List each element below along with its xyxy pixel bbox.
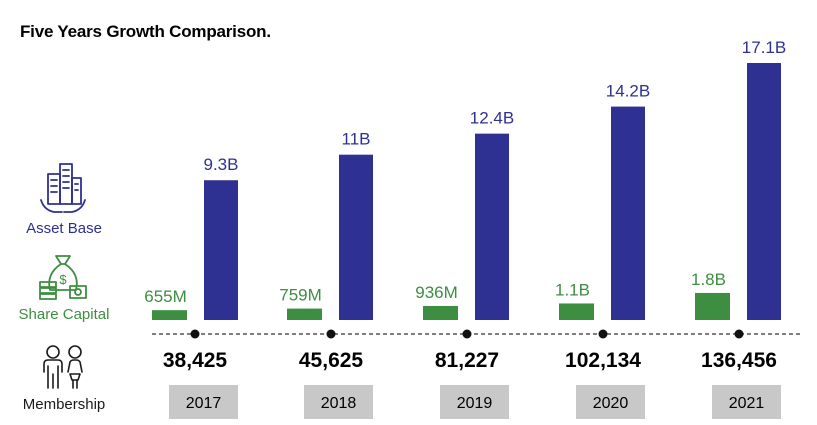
asset-base-value-label: 9.3B: [204, 155, 239, 174]
year-box: [304, 385, 373, 419]
people-icon: [43, 345, 83, 389]
share-capital-value-label: 1.1B: [555, 280, 590, 299]
membership-value-label: 102,134: [565, 349, 641, 372]
share-capital-value-label: 655M: [144, 287, 187, 306]
legend-share-capital: Share Capital: [18, 306, 110, 323]
legend-membership: Membership: [22, 396, 106, 413]
asset-base-bar: [611, 106, 645, 320]
year-box: [169, 385, 238, 419]
year-marker-dot: [462, 329, 472, 339]
asset-base-bar: [204, 180, 238, 320]
year-tick-label: 2017: [186, 395, 222, 412]
share-capital-bar: [423, 305, 458, 320]
year-box: [576, 385, 645, 419]
year-tick-label: 2021: [729, 395, 765, 412]
year-box: [712, 385, 781, 419]
share-capital-bar: [152, 310, 187, 320]
svg-text:$: $: [59, 272, 67, 287]
share-capital-value-label: 936M: [415, 283, 458, 302]
membership-value-label: 81,227: [435, 349, 499, 372]
buildings-in-hands-icon: [40, 163, 86, 213]
year-marker-dot: [326, 329, 336, 339]
year-marker-dot: [734, 329, 744, 339]
money-bag-and-cash-icon: $: [39, 255, 87, 300]
membership-value-label: 38,425: [163, 349, 228, 372]
year-tick-label: 2019: [457, 395, 493, 412]
year-box: [440, 385, 509, 419]
asset-base-value-label: 11B: [342, 130, 371, 149]
membership-value-label: 45,625: [299, 349, 364, 372]
share-capital-bar: [559, 303, 594, 320]
asset-base-bar: [475, 133, 509, 320]
year-tick-label: 2020: [593, 395, 629, 412]
share-capital-bar: [287, 308, 322, 320]
asset-base-bar: [339, 154, 373, 320]
membership-value-label: 136,456: [701, 349, 777, 372]
chart-title: Five Years Growth Comparison.: [20, 22, 271, 41]
share-capital-bar: [695, 292, 730, 320]
legend-asset-base: Asset Base: [26, 220, 102, 237]
year-tick-label: 2018: [321, 395, 357, 412]
asset-base-bar: [747, 63, 781, 320]
year-marker-dot: [190, 329, 200, 339]
year-marker-dot: [598, 329, 608, 339]
share-capital-value-label: 759M: [279, 286, 322, 305]
asset-base-value-label: 17.1B: [742, 38, 786, 57]
asset-base-value-label: 14.2B: [606, 82, 650, 101]
asset-base-value-label: 12.4B: [470, 109, 514, 128]
share-capital-value-label: 1.8B: [691, 270, 726, 289]
